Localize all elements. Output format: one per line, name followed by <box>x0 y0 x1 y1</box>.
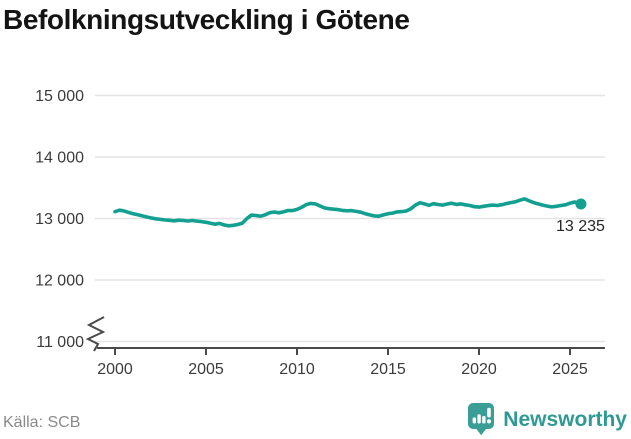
axis-break-squiggle <box>85 316 106 352</box>
x-axis: 2000 2005 2010 2015 2020 2025 <box>97 347 605 378</box>
bar-chart-speech-bubble-icon <box>468 403 495 436</box>
x-tick-label: 2000 <box>97 361 133 378</box>
x-tick-label: 2015 <box>370 361 406 378</box>
end-value-label: 13 235 <box>556 218 605 235</box>
y-tick-label: 14 000 <box>35 150 84 167</box>
end-annotation: 13 235 <box>556 218 605 235</box>
gridlines <box>95 94 605 343</box>
y-tick-label: 15 000 <box>35 88 84 105</box>
x-tick-label: 2010 <box>279 361 315 378</box>
y-tick-label: 12 000 <box>35 273 84 290</box>
x-tick-label: 2025 <box>552 361 588 378</box>
brand-logo: Newsworthy <box>468 403 627 436</box>
y-axis-labels: 15 000 14 000 13 000 12 000 11 000 <box>35 88 84 351</box>
x-tick-label: 2005 <box>188 361 224 378</box>
end-point-dot <box>575 198 587 210</box>
x-tick-label: 2020 <box>461 361 497 378</box>
y-tick-label: 13 000 <box>35 211 84 228</box>
source-label: Källa: SCB <box>3 414 81 431</box>
y-tick-label: 11 000 <box>36 334 84 351</box>
population-line <box>113 197 583 228</box>
data-series <box>113 197 587 228</box>
brand-name: Newsworthy <box>503 408 627 431</box>
axis-break-icon <box>85 316 106 352</box>
page-title: Befolkningsutveckling i Götene <box>3 4 410 35</box>
